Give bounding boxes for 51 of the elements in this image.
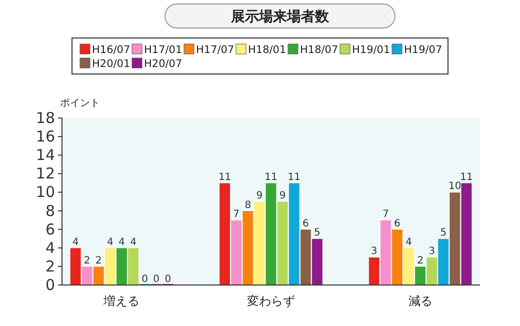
data-label: 4 bbox=[130, 236, 136, 248]
data-label: 3 bbox=[428, 246, 436, 258]
data-label: 2 bbox=[84, 255, 90, 266]
data-label: 2 bbox=[95, 255, 102, 266]
data-label: 4 bbox=[406, 236, 412, 248]
legend-label: H20/01 bbox=[92, 58, 130, 70]
data-label: 0 bbox=[142, 274, 148, 285]
data-label: 11 bbox=[218, 172, 232, 183]
legend-label: H17/01 bbox=[144, 44, 182, 56]
y-tick-label: 8 bbox=[45, 202, 55, 220]
y-tick-label: 6 bbox=[45, 220, 55, 238]
y-tick-label: 2 bbox=[45, 257, 55, 276]
chart-title: 展示場来場者数 bbox=[230, 9, 330, 25]
data-label: 2 bbox=[417, 255, 424, 266]
y-tick-label: 12 bbox=[36, 164, 55, 183]
data-label: 6 bbox=[302, 218, 309, 230]
legend-label: H20/07 bbox=[144, 58, 182, 70]
y-tick-label: 4 bbox=[45, 238, 55, 257]
legend-label: H17/07 bbox=[196, 44, 234, 56]
data-label: 9 bbox=[279, 190, 286, 202]
y-tick-label: 16 bbox=[36, 128, 55, 146]
data-label: 3 bbox=[370, 246, 378, 258]
data-label: 11 bbox=[460, 172, 473, 183]
data-label: 4 bbox=[118, 236, 125, 248]
legend-label: H19/07 bbox=[404, 44, 442, 56]
data-label: 4 bbox=[106, 236, 114, 248]
x-tick-label: 増える bbox=[102, 294, 140, 308]
data-label: 5 bbox=[440, 228, 447, 239]
legend-label: H18/07 bbox=[300, 44, 338, 56]
legend-label: H19/01 bbox=[352, 44, 390, 56]
data-label: 0 bbox=[153, 274, 160, 285]
data-label: 11 bbox=[288, 172, 300, 183]
legend-label: H16/07 bbox=[92, 44, 130, 56]
y-tick-label: 18 bbox=[36, 109, 55, 127]
data-label: 4 bbox=[72, 236, 79, 248]
x-tick-label: 変わらず bbox=[247, 294, 295, 308]
data-label: 9 bbox=[256, 190, 263, 202]
data-label: 7 bbox=[233, 209, 240, 220]
y-tick-label: 14 bbox=[36, 146, 55, 164]
y-axis-title: ポイント bbox=[60, 98, 100, 109]
data-label: 7 bbox=[382, 209, 389, 220]
y-tick-label: 0 bbox=[45, 276, 55, 294]
y-tick-label: 10 bbox=[36, 183, 55, 202]
data-label: 5 bbox=[314, 228, 320, 239]
legend-label: H18/01 bbox=[248, 44, 286, 56]
data-label: 0 bbox=[164, 274, 172, 285]
data-label: 11 bbox=[264, 172, 278, 183]
x-tick-label: 減る bbox=[408, 294, 432, 308]
data-label: 6 bbox=[394, 218, 400, 230]
data-label: 10 bbox=[448, 181, 462, 192]
data-label: 8 bbox=[244, 200, 252, 211]
